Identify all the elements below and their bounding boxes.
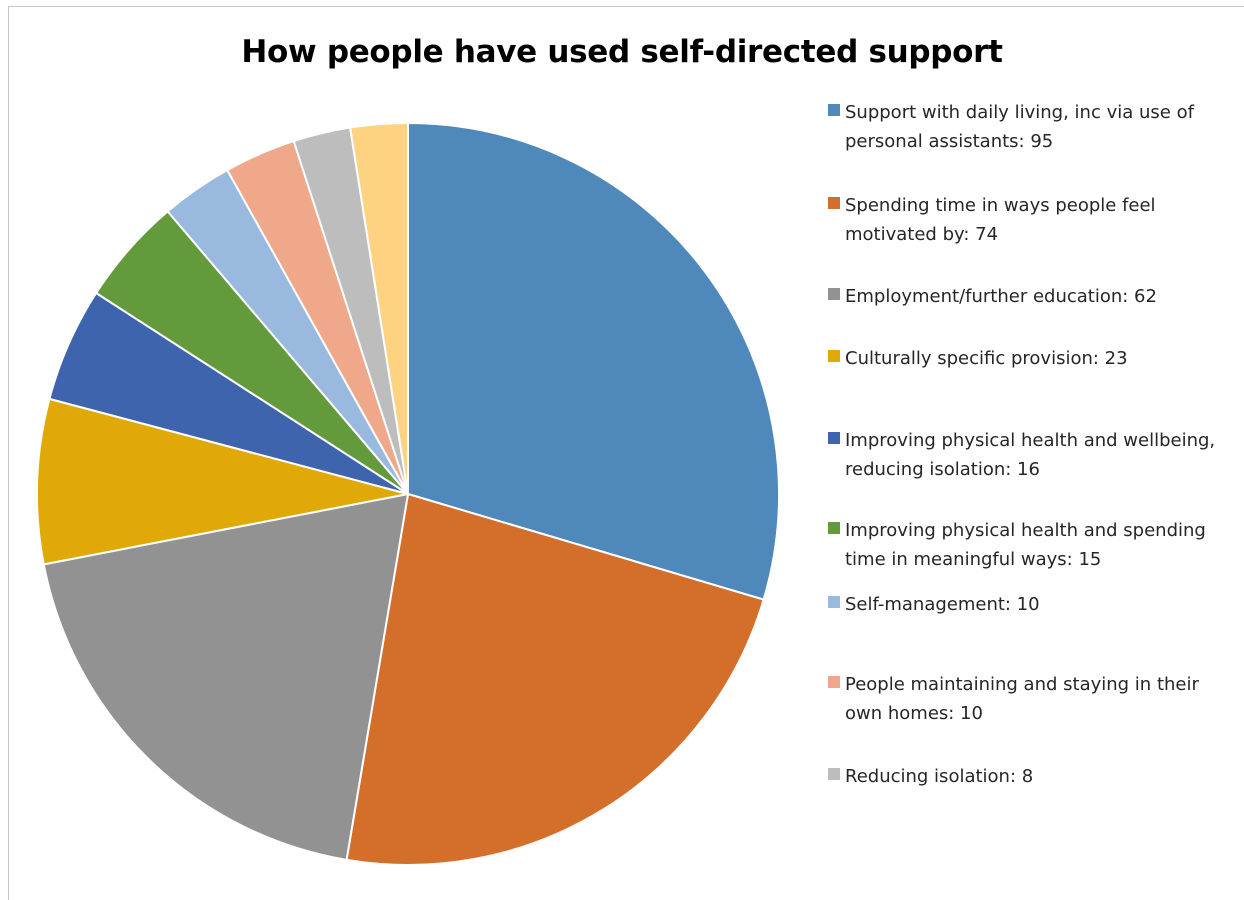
legend-item-culturally-specific-provision: Culturally specific provision: 23 [828,344,1228,373]
legend-label: Improving physical health and spending t… [845,520,1206,570]
chart-title: How people have used self-directed suppo… [241,34,1003,70]
legend-swatch [828,197,840,209]
pie-slice-spending-time-in-ways-people-feel-motiva [345,493,765,866]
pie-slices [36,122,780,866]
legend-swatch [828,522,840,534]
legend-swatch [828,104,840,116]
legend-swatch [828,350,840,362]
pie-slice-employment-further-education [42,493,409,861]
legend-label: Employment/further education: 62 [845,286,1157,307]
legend-item-reducing-isolation: Reducing isolation: 8 [828,762,1228,791]
legend-swatch [828,768,840,780]
legend-item-improving-physical-health-and-wellbeing-: Improving physical health and wellbeing,… [828,426,1228,484]
legend-label: Improving physical health and wellbeing,… [845,430,1216,480]
legend-item-self-management: Self-management: 10 [828,590,1228,619]
pie-slice-culturally-specific-provision [36,397,409,566]
legend-label: People maintaining and staying in their … [845,674,1199,724]
legend-label: Self-management: 10 [845,594,1040,615]
legend-item-improving-physical-health-and-spending-t: Improving physical health and spending t… [828,516,1228,574]
legend-label: Reducing isolation: 8 [845,766,1034,787]
pie-slice-unlabeled-9 [349,122,409,495]
pie-slice-support-with-daily-living-inc-via-use-of [407,122,780,601]
legend-swatch [828,288,840,300]
legend-item-spending-time-in-ways-people-feel-motiva: Spending time in ways people feel motiva… [828,191,1228,249]
legend-label: Spending time in ways people feel motiva… [845,195,1156,245]
legend-label: Support with daily living, inc via use o… [845,102,1194,152]
legend-swatch [828,676,840,688]
legend-item-employment-further-education: Employment/further education: 62 [828,282,1228,311]
legend-swatch [828,432,840,444]
legend-item-support-with-daily-living-inc-via-use-of: Support with daily living, inc via use o… [828,98,1228,156]
legend-label: Culturally specific provision: 23 [845,348,1128,369]
legend-item-people-maintaining-and-staying-in-their-: People maintaining and staying in their … [828,670,1228,728]
chart-area [8,6,1244,900]
legend-swatch [828,596,840,608]
